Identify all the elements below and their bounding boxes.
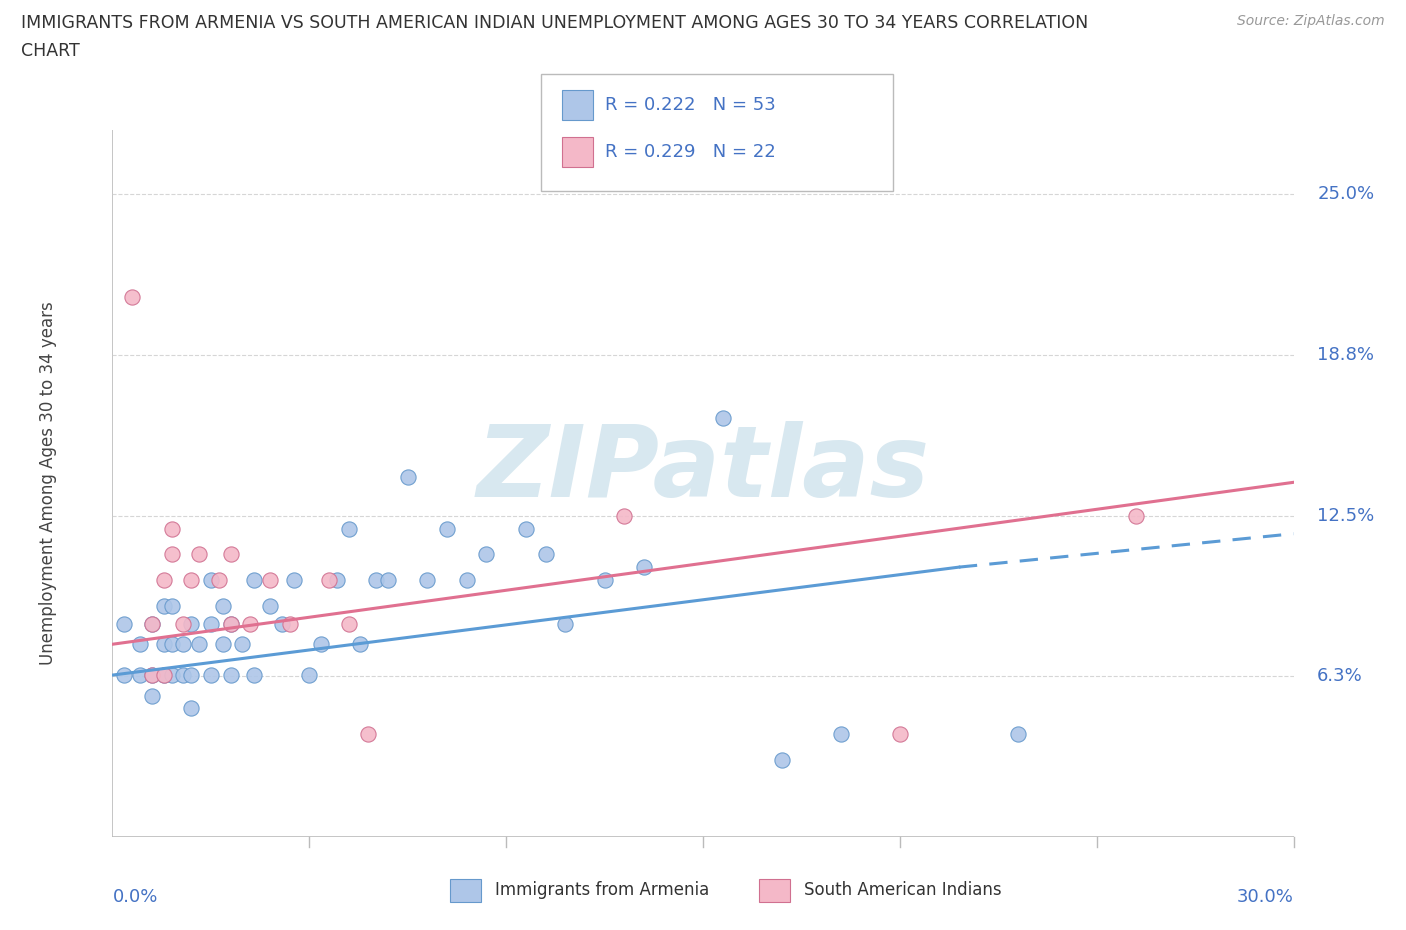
Point (160, 547, 183, 562)
Point (188, 637, 211, 652)
Point (129, 637, 152, 652)
Point (278, 617, 301, 631)
Point (180, 668, 202, 683)
Point (830, 726, 852, 741)
Point (219, 617, 242, 631)
Text: South American Indians: South American Indians (804, 882, 1002, 899)
Point (141, 668, 163, 683)
Point (515, 521, 537, 536)
Point (160, 668, 183, 683)
Point (318, 573, 340, 588)
Point (152, 637, 174, 652)
Point (180, 573, 202, 588)
Point (188, 547, 211, 562)
Point (243, 668, 266, 683)
Point (160, 637, 183, 652)
Point (416, 573, 439, 588)
Point (180, 617, 202, 631)
Point (160, 521, 183, 536)
Point (337, 521, 360, 536)
Point (129, 668, 152, 683)
Point (219, 668, 242, 683)
Point (152, 573, 174, 588)
Point (152, 668, 174, 683)
Text: Source: ZipAtlas.com: Source: ZipAtlas.com (1237, 14, 1385, 28)
Point (112, 668, 135, 683)
Point (243, 573, 266, 588)
Point (475, 547, 498, 562)
Point (141, 688, 163, 703)
Text: 12.5%: 12.5% (1317, 507, 1375, 525)
Point (200, 617, 222, 631)
Text: Unemployment Among Ages 30 to 34 years: Unemployment Among Ages 30 to 34 years (38, 301, 56, 666)
Point (337, 617, 360, 631)
Point (141, 668, 163, 683)
Point (259, 573, 281, 588)
Point (219, 617, 242, 631)
Point (377, 573, 399, 588)
Point (298, 668, 321, 683)
Point (711, 411, 734, 426)
Point (396, 470, 419, 485)
Text: 0.0%: 0.0% (112, 888, 157, 907)
Point (283, 573, 305, 588)
Point (160, 598, 183, 613)
Point (231, 637, 253, 652)
Point (239, 617, 262, 631)
Text: 6.3%: 6.3% (1317, 668, 1362, 685)
Point (172, 617, 194, 631)
Point (326, 573, 349, 588)
Point (152, 598, 174, 613)
Point (1125, 509, 1147, 524)
Point (211, 637, 233, 652)
Point (456, 573, 478, 588)
Point (208, 573, 231, 588)
Point (219, 547, 242, 562)
Text: Immigrants from Armenia: Immigrants from Armenia (495, 882, 709, 899)
Point (770, 752, 793, 767)
Point (141, 617, 163, 631)
Point (889, 726, 911, 741)
Text: 30.0%: 30.0% (1237, 888, 1294, 907)
Point (554, 617, 576, 631)
Point (211, 598, 233, 613)
Point (534, 547, 557, 562)
Text: CHART: CHART (21, 42, 80, 60)
Text: R = 0.222   N = 53: R = 0.222 N = 53 (605, 96, 775, 113)
Text: R = 0.229   N = 22: R = 0.229 N = 22 (605, 143, 775, 161)
Point (172, 668, 194, 683)
Point (1007, 726, 1029, 741)
Point (200, 668, 222, 683)
Point (180, 701, 202, 716)
Text: IMMIGRANTS FROM ARMENIA VS SOUTH AMERICAN INDIAN UNEMPLOYMENT AMONG AGES 30 TO 3: IMMIGRANTS FROM ARMENIA VS SOUTH AMERICA… (21, 14, 1088, 32)
Text: 25.0%: 25.0% (1317, 185, 1374, 204)
Point (141, 617, 163, 631)
Point (357, 726, 380, 741)
Point (593, 573, 616, 588)
Point (121, 290, 143, 305)
Point (152, 668, 174, 683)
Point (172, 637, 194, 652)
Point (633, 560, 655, 575)
Point (613, 509, 636, 524)
Point (112, 617, 135, 631)
Point (270, 617, 292, 631)
Point (200, 573, 222, 588)
Point (366, 573, 388, 588)
Text: 18.8%: 18.8% (1317, 346, 1374, 364)
Text: ZIPatlas: ZIPatlas (477, 421, 929, 518)
Point (259, 598, 281, 613)
Point (349, 637, 371, 652)
Point (309, 637, 332, 652)
Point (436, 521, 458, 536)
